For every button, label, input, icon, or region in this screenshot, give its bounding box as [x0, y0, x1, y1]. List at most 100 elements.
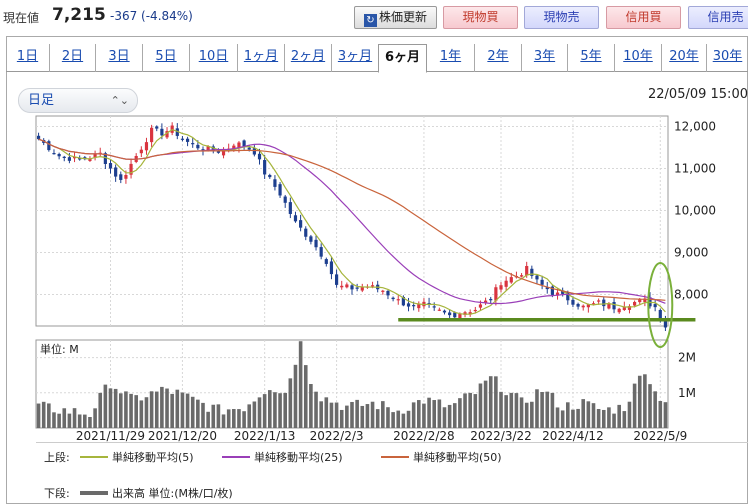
candle-down	[314, 239, 318, 248]
legend-ma25-line	[222, 456, 250, 458]
volume-bar	[170, 393, 174, 428]
candle-down	[386, 290, 390, 296]
tab-5d[interactable]: 5日	[142, 44, 189, 72]
interval-select[interactable]: 日足 ⌃⌄	[18, 88, 138, 113]
legend-lower-label: 下段:	[44, 487, 70, 500]
cash-sell-button[interactable]: 現物売	[524, 6, 599, 29]
volume-bar	[113, 388, 118, 428]
margin-sell-button[interactable]: 信用売	[688, 6, 748, 29]
x-tick-label: 2022/3/22	[470, 429, 532, 443]
volume-bar	[283, 392, 288, 428]
cash-buy-button[interactable]: 現物買	[443, 6, 518, 29]
volume-bar	[319, 401, 323, 428]
volume-bar	[519, 397, 524, 428]
volume-bar	[57, 413, 61, 428]
refresh-price-button[interactable]: ↻ 株価更新	[354, 6, 437, 29]
candle-down	[252, 148, 256, 155]
volume-bar	[473, 394, 478, 428]
candle-down	[288, 202, 292, 214]
tab-2y[interactable]: 2年	[474, 44, 521, 72]
tab-10y[interactable]: 10年	[614, 44, 661, 72]
volume-bar	[663, 402, 668, 428]
tab-20y[interactable]: 20年	[661, 44, 706, 72]
candle-down	[273, 179, 277, 187]
volume-bar	[381, 401, 385, 428]
tab-2d[interactable]: 2日	[49, 44, 95, 72]
tab-1y[interactable]: 1年	[439, 49, 462, 64]
volume-bar	[211, 404, 216, 428]
candle-down	[242, 140, 246, 147]
volume-bar	[591, 403, 596, 428]
tab-5y[interactable]: 5年	[567, 44, 614, 72]
candle-up	[509, 277, 513, 283]
volume-bar	[237, 409, 241, 428]
volume-bar	[632, 383, 637, 428]
tab-3m[interactable]: 3ヶ月	[331, 44, 378, 72]
volume-bar	[350, 401, 354, 428]
tab-2m[interactable]: 2ヶ月	[284, 44, 331, 72]
legend-ma50-label: 単純移動平均(50)	[413, 451, 502, 464]
price-tick-label: 12,000	[674, 120, 716, 134]
price-tick-label: 9,000	[674, 246, 708, 260]
candle-up	[139, 149, 143, 154]
moving-average-lines	[38, 129, 666, 315]
volume-bar	[298, 341, 303, 428]
candle-up	[638, 299, 642, 303]
candle-down	[406, 303, 411, 307]
x-tick-label: 2022/2/3	[310, 429, 364, 443]
candle-down	[201, 149, 205, 151]
price-change: -367 (-4.84%)	[110, 9, 193, 23]
candle-down	[653, 304, 657, 308]
tab-10d[interactable]: 10日	[189, 44, 237, 72]
volume-bar	[504, 395, 508, 428]
volume-bar	[494, 376, 498, 428]
candle-down	[155, 126, 159, 129]
candle-up	[144, 142, 149, 151]
candle-up	[627, 306, 632, 310]
candle-down	[257, 153, 262, 160]
volume-bar	[67, 413, 72, 428]
candle-down	[324, 259, 328, 264]
volume-bar	[617, 404, 621, 428]
volume-bar	[607, 407, 611, 428]
candle-down	[185, 138, 190, 142]
refresh-icon: ↻	[363, 14, 377, 27]
candle-down	[78, 157, 82, 160]
volume-bar	[273, 392, 277, 428]
volume-bar	[77, 414, 82, 428]
volume-bar	[288, 378, 293, 428]
volume-bar	[658, 401, 663, 428]
volume-bar	[118, 393, 123, 428]
volume-bar	[375, 409, 380, 428]
tab-3d[interactable]: 3日	[95, 44, 142, 72]
tab-30y[interactable]: 30年	[706, 44, 748, 72]
legend-ma50: 単純移動平均(50)	[381, 449, 502, 465]
volume-bar	[488, 376, 493, 428]
chevron-updown-icon: ⌃⌄	[110, 94, 129, 107]
candle-up	[381, 290, 385, 292]
tab-6m[interactable]: 6ヶ月	[378, 44, 427, 73]
volume-bar	[452, 403, 457, 428]
tab-3y[interactable]: 3年	[521, 44, 567, 72]
candle-up	[124, 174, 128, 179]
margin-buy-button[interactable]: 信用買	[606, 6, 681, 29]
volume-bar	[571, 409, 575, 428]
candle-down	[216, 150, 220, 153]
candle-up	[150, 127, 154, 143]
volume-bar	[396, 410, 401, 428]
tab-1d[interactable]: 1日	[16, 49, 39, 64]
x-tick-label: 2022/5/9	[633, 429, 687, 443]
candle-down	[571, 299, 575, 305]
volume-bar	[360, 405, 365, 428]
interval-select-value: 日足	[28, 93, 55, 108]
legend-ma50-line	[381, 456, 409, 458]
volume-bar	[596, 408, 601, 428]
volume-bar	[627, 401, 632, 428]
tab-1m[interactable]: 1ヶ月	[237, 44, 284, 72]
candle-down	[319, 247, 323, 257]
volume-bar	[88, 417, 92, 428]
legend-ma25-label: 単純移動平均(25)	[254, 451, 343, 464]
candle-down	[576, 303, 580, 307]
candle-up	[370, 285, 375, 287]
volume-bar	[232, 409, 236, 428]
